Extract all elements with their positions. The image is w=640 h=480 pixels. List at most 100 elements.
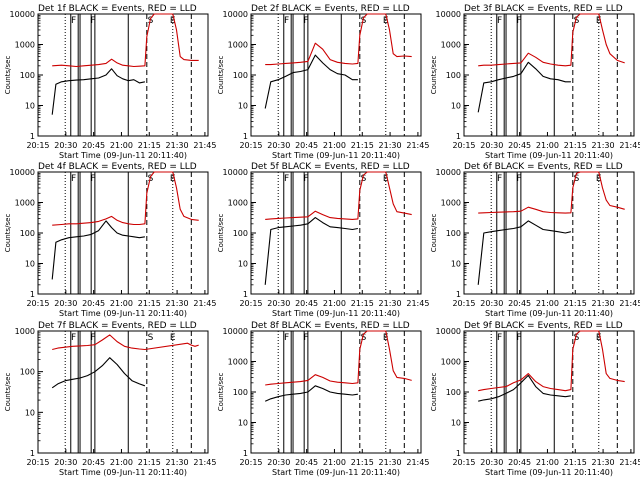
y-tick-label: 1	[30, 449, 35, 458]
x-tick-label: 20:15	[452, 141, 475, 150]
panel-6: Det 6f BLACK = Events, RED = LLD 20:15 20:…	[430, 162, 640, 318]
x-tick-label: 21:45	[406, 141, 429, 150]
x-tick-label: 20:15	[26, 458, 49, 467]
x-tick-label: 21:30	[166, 141, 189, 150]
panel-title: Det 2f BLACK = Events, RED = LLD	[251, 4, 410, 14]
x-tick-label: 21:00	[110, 458, 133, 467]
x-tick-label: 21:00	[323, 141, 346, 150]
x-tick-label: 20:15	[239, 299, 262, 308]
x-tick-label: 21:45	[619, 299, 640, 308]
panel-3: Det 3f BLACK = Events, RED = LLD 20:15 20:…	[430, 4, 640, 160]
x-tick-label: 20:45	[82, 141, 105, 150]
y-tick-label: 10000	[10, 10, 35, 19]
y-tick-label: 1000	[228, 41, 248, 50]
y-tick-label: 10	[451, 260, 461, 269]
y-tick-label: 1000	[228, 358, 248, 367]
x-tick-label: 21:30	[592, 299, 615, 308]
flag-label-S: S	[148, 16, 154, 26]
series-lld	[52, 334, 199, 351]
x-axis-label: Start Time (09-Jun-11 20:11:40)	[485, 468, 613, 477]
y-tick-label: 100	[233, 388, 248, 397]
flag-label-F: F	[284, 333, 289, 343]
series-events	[264, 54, 358, 109]
x-tick-label: 20:30	[267, 458, 290, 467]
series-events	[477, 61, 571, 113]
panel-title: Det 7f BLACK = Events, RED = LLD	[38, 321, 197, 331]
x-tick-label: 21:15	[138, 141, 161, 150]
flag-label-E: E	[596, 333, 602, 343]
x-tick-label: 21:45	[193, 141, 216, 150]
y-tick-label: 1000	[441, 41, 461, 50]
x-tick-label: 20:45	[508, 458, 531, 467]
series-events	[51, 220, 145, 280]
series-lld	[478, 13, 625, 67]
panel-4: Det 4f BLACK = Events, RED = LLD 20:15 20:…	[4, 162, 216, 318]
y-axis-label: Counts/sec	[430, 214, 438, 253]
flag-label-E: E	[383, 333, 389, 343]
flag-label-S: S	[361, 333, 367, 343]
plot-frame	[37, 13, 209, 137]
y-tick-label: 1000	[15, 327, 35, 336]
panel-title: Det 3f BLACK = Events, RED = LLD	[464, 4, 623, 14]
y-tick-label: 10	[238, 419, 248, 428]
x-tick-label: 20:30	[267, 141, 290, 150]
series-lld	[52, 13, 199, 68]
y-tick-label: 10	[25, 408, 35, 417]
panel-1: Det 1f BLACK = Events, RED = LLD 20:15 20:…	[4, 4, 216, 160]
series-lld	[52, 171, 199, 226]
y-tick-label: 1000	[441, 358, 461, 367]
panel-8: Det 8f BLACK = Events, RED = LLD 20:15 20:…	[217, 321, 429, 477]
x-tick-label: 21:15	[138, 299, 161, 308]
y-tick-label: 10000	[10, 168, 35, 177]
y-tick-label: 100	[446, 229, 461, 238]
x-tick-label: 21:15	[564, 299, 587, 308]
series-events	[51, 357, 146, 389]
y-tick-label: 10000	[223, 327, 248, 336]
y-tick-label: 10	[25, 102, 35, 111]
y-tick-label: 100	[20, 368, 35, 377]
flag-label-S: S	[361, 174, 367, 184]
plot-frame	[250, 330, 422, 454]
y-tick-label: 10000	[436, 10, 461, 19]
x-tick-label: 21:45	[406, 458, 429, 467]
y-tick-label: 100	[20, 71, 35, 80]
x-tick-label: 20:15	[239, 141, 262, 150]
y-tick-label: 1000	[441, 199, 461, 208]
x-tick-label: 20:30	[267, 299, 290, 308]
flag-label-F: F	[71, 333, 76, 343]
x-tick-label: 21:30	[166, 299, 189, 308]
x-tick-label: 20:45	[508, 141, 531, 150]
x-tick-label: 21:00	[536, 458, 559, 467]
series-events	[51, 68, 146, 115]
flag-label-E: E	[596, 174, 602, 184]
x-tick-label: 20:15	[26, 141, 49, 150]
flag-label-F: F	[90, 174, 95, 184]
panel-7: Det 7f BLACK = Events, RED = LLD 20:15 20:…	[4, 321, 216, 477]
x-tick-label: 20:30	[480, 299, 503, 308]
flag-label-S: S	[574, 174, 580, 184]
x-axis-label: Start Time (09-Jun-11 20:11:40)	[59, 151, 187, 160]
series-events	[264, 385, 358, 402]
x-tick-label: 21:45	[619, 141, 640, 150]
flag-label-F: F	[71, 174, 76, 184]
x-axis-label: Start Time (09-Jun-11 20:11:40)	[272, 468, 400, 477]
series-lld	[265, 13, 412, 66]
plot-frame	[37, 330, 209, 454]
y-axis-label: Counts/sec	[217, 373, 225, 412]
flag-label-E: E	[170, 16, 176, 26]
y-tick-label: 1000	[15, 199, 35, 208]
y-tick-label: 100	[233, 71, 248, 80]
panel-title: Det 8f BLACK = Events, RED = LLD	[251, 321, 410, 331]
series-events	[478, 374, 571, 402]
panel-title: Det 5f BLACK = Events, RED = LLD	[251, 162, 410, 172]
plot-frame	[463, 330, 635, 454]
y-axis-label: Counts/sec	[217, 56, 225, 95]
x-tick-label: 21:30	[379, 458, 402, 467]
flag-label-E: E	[383, 16, 389, 26]
panel-title: Det 1f BLACK = Events, RED = LLD	[38, 4, 197, 14]
flag-label-S: S	[361, 16, 367, 26]
panel-title: Det 9f BLACK = Events, RED = LLD	[464, 321, 623, 331]
series-events	[264, 217, 358, 285]
y-axis-label: Counts/sec	[430, 373, 438, 412]
